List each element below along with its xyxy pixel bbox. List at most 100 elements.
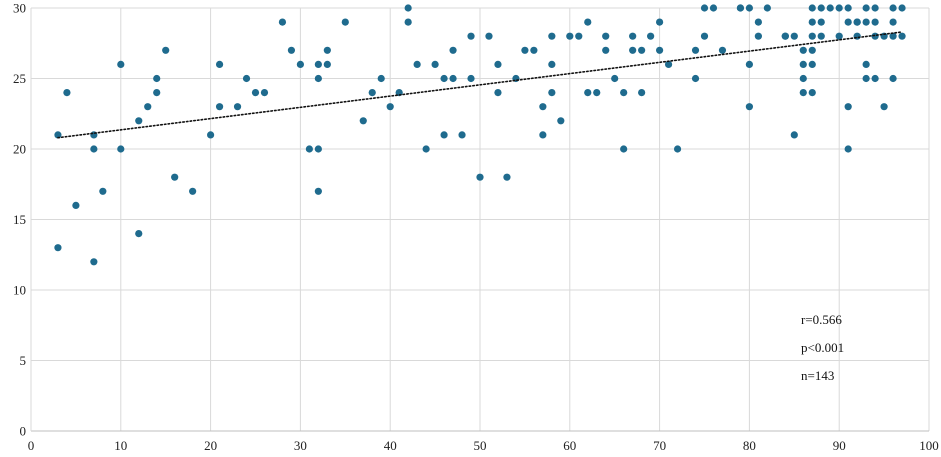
data-point-67: [602, 46, 610, 54]
data-point-81: [700, 32, 709, 40]
data-point-22: [251, 89, 260, 97]
data-point-26: [305, 145, 313, 153]
data-point-36: [377, 74, 385, 83]
data-point-96: [799, 74, 807, 83]
axes: [30, 8, 929, 432]
data-point-12: [153, 74, 161, 83]
data-point-141: [530, 46, 538, 54]
data-point-65: [593, 89, 601, 97]
data-point-32: [323, 60, 331, 68]
data-point-35: [368, 89, 376, 97]
data-point-6: [90, 258, 98, 266]
x-tick-labels: 0 10 20 30 40 50 60 70 80 90 100: [28, 438, 939, 453]
data-point-119: [862, 74, 870, 83]
data-point-43: [440, 131, 448, 139]
data-point-129: [889, 74, 897, 83]
y-tick-label-10: 10: [13, 283, 26, 298]
data-point-51: [494, 60, 502, 68]
data-point-45: [449, 74, 457, 83]
data-point-27: [314, 60, 322, 68]
data-point-1: [54, 244, 62, 252]
data-point-113: [844, 145, 852, 153]
annotation-n: n=143: [801, 368, 834, 383]
data-point-131: [898, 32, 906, 40]
data-point-123: [871, 74, 879, 83]
data-point-60: [548, 89, 556, 97]
data-point-125: [880, 103, 888, 111]
data-point-102: [808, 60, 816, 68]
data-point-11: [144, 103, 152, 111]
data-point-30: [314, 187, 322, 195]
data-point-44: [449, 46, 457, 54]
data-point-115: [853, 32, 861, 40]
data-point-58: [548, 32, 556, 40]
data-point-117: [862, 18, 870, 26]
data-point-99: [808, 18, 816, 26]
data-point-104: [817, 4, 825, 12]
x-tick-label-90: 90: [833, 438, 846, 453]
data-point-83: [718, 46, 727, 54]
data-point-89: [754, 32, 762, 40]
data-point-8: [117, 60, 125, 68]
data-point-79: [691, 74, 700, 83]
x-tick-label-40: 40: [384, 438, 397, 453]
y-tick-label-25: 25: [13, 71, 26, 86]
data-point-121: [871, 18, 879, 26]
data-point-78: [691, 46, 700, 54]
data-point-97: [799, 89, 807, 97]
data-point-75: [656, 18, 664, 26]
annotation-r: r=0.566: [801, 312, 842, 327]
data-point-94: [799, 46, 807, 54]
data-point-39: [404, 18, 412, 26]
x-tick-label-0: 0: [28, 438, 35, 453]
data-point-93: [790, 131, 798, 139]
data-point-33: [341, 18, 349, 26]
data-point-73: [638, 89, 646, 97]
data-point-132: [853, 18, 861, 26]
y-tick-label-0: 0: [20, 424, 27, 439]
data-point-110: [844, 4, 852, 12]
x-tick-label-70: 70: [653, 438, 666, 453]
data-point-61: [557, 117, 565, 125]
data-point-34: [359, 117, 367, 125]
data-point-130: [898, 4, 906, 12]
data-point-77: [673, 145, 682, 153]
stats-annotations: r=0.566 p<0.001 n=143: [801, 312, 844, 383]
data-point-108: [835, 4, 843, 12]
data-point-80: [700, 4, 709, 12]
data-point-107: [826, 4, 834, 12]
data-point-25: [296, 60, 304, 68]
data-point-28: [314, 74, 322, 83]
data-point-137: [260, 89, 269, 97]
data-point-18: [215, 60, 224, 68]
data-point-7: [99, 187, 107, 195]
data-point-95: [799, 60, 807, 68]
data-point-72: [638, 46, 646, 54]
data-point-118: [862, 60, 870, 68]
data-point-66: [602, 32, 610, 40]
data-point-41: [422, 145, 430, 153]
data-point-56: [539, 103, 547, 111]
data-point-64: [584, 89, 592, 97]
x-tick-label-20: 20: [204, 438, 217, 453]
data-point-138: [135, 117, 143, 125]
data-point-106: [817, 32, 825, 40]
data-point-0: [54, 131, 62, 139]
data-point-133: [781, 32, 789, 40]
data-point-49: [476, 173, 484, 181]
data-point-112: [844, 103, 852, 111]
data-point-139: [620, 89, 628, 97]
y-tick-labels: 0 5 10 15 20 25 30: [13, 1, 26, 439]
horizontal-gridlines: [31, 7, 929, 361]
data-point-86: [745, 60, 754, 68]
data-point-71: [629, 46, 637, 54]
data-point-14: [162, 46, 170, 54]
data-point-92: [790, 32, 798, 40]
data-point-55: [521, 46, 529, 54]
data-point-57: [539, 131, 547, 139]
annotation-p: p<0.001: [801, 340, 844, 355]
data-point-40: [413, 60, 421, 68]
data-point-17: [207, 131, 215, 139]
data-point-19: [215, 103, 224, 111]
